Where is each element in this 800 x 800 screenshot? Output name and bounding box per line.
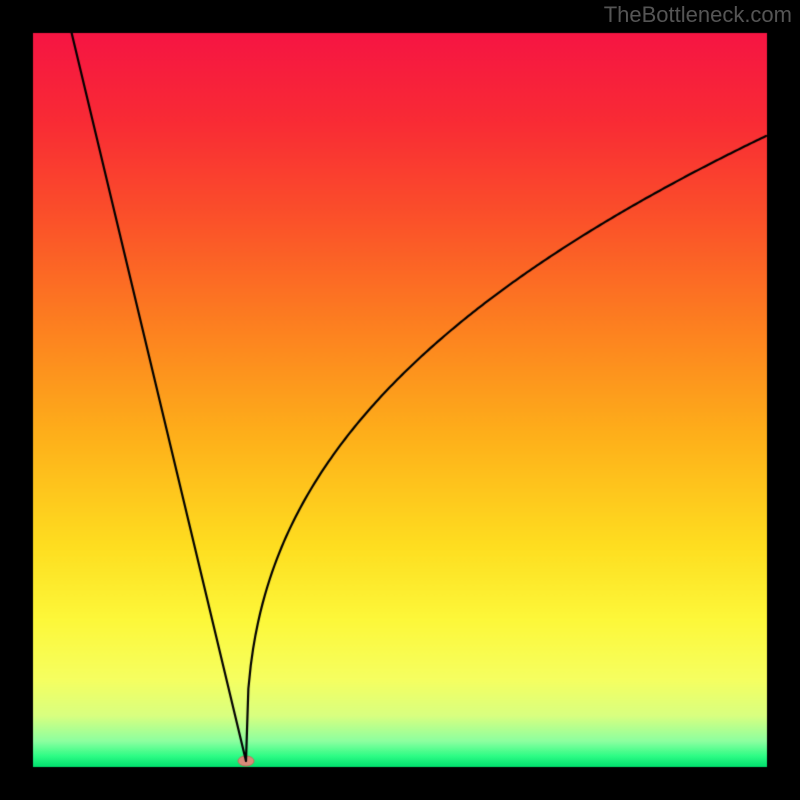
chart-stage: TheBottleneck.com — [0, 0, 800, 800]
bottleneck-curve-plot — [0, 0, 800, 800]
